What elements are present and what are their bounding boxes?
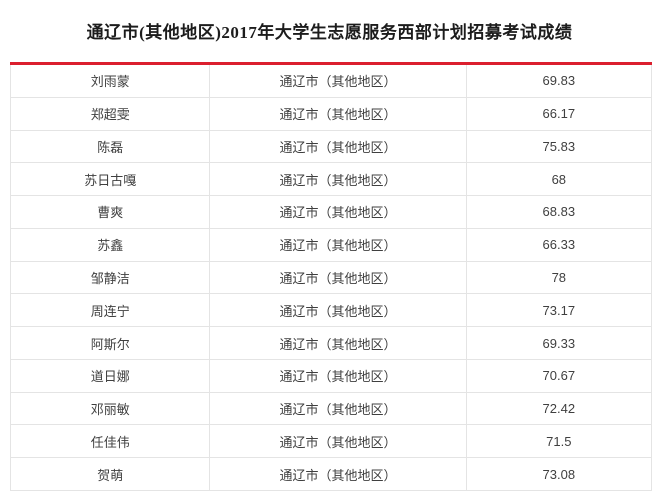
name-cell: 贺萌 <box>9 457 211 491</box>
table-row: 邹静洁 通辽市（其他地区） 78 <box>9 261 653 295</box>
region-cell: 通辽市（其他地区） <box>209 261 467 295</box>
scores-table: 刘雨蒙 通辽市（其他地区） 69.83 郑超雯 通辽市（其他地区） 66.17 陈磊 通辽市（… <box>9 65 653 491</box>
region-cell: 通辽市（其他地区） <box>209 65 467 98</box>
table-row: 刘雨蒙 通辽市（其他地区） 69.83 <box>9 65 653 98</box>
name-cell: 阿斯尔 <box>9 326 211 360</box>
scores-table-container: 刘雨蒙 通辽市（其他地区） 69.83 郑超雯 通辽市（其他地区） 66.17 陈磊 通辽市（… <box>9 62 653 491</box>
score-cell: 68 <box>465 162 653 197</box>
region-cell: 通辽市（其他地区） <box>209 228 467 262</box>
name-cell: 周连宁 <box>9 293 211 328</box>
score-cell: 78 <box>465 261 653 295</box>
name-cell: 道日娜 <box>9 359 211 393</box>
table-row: 贺萌 通辽市（其他地区） 73.08 <box>9 457 653 491</box>
table-row: 任佳伟 通辽市（其他地区） 71.5 <box>9 424 653 459</box>
page-title: 通辽市(其他地区)2017年大学生志愿服务西部计划招募考试成绩 <box>86 23 573 42</box>
score-cell: 70.67 <box>465 359 653 393</box>
table-row: 苏日古嘎 通辽市（其他地区） 68 <box>9 162 653 197</box>
table-row: 郑超雯 通辽市（其他地区） 66.17 <box>9 97 653 131</box>
region-cell: 通辽市（其他地区） <box>209 162 467 197</box>
table-row: 阿斯尔 通辽市（其他地区） 69.33 <box>9 326 653 360</box>
name-cell: 苏日古嘎 <box>9 162 211 197</box>
score-cell: 71.5 <box>465 424 653 459</box>
score-cell: 72.42 <box>465 392 653 426</box>
table-row: 曹爽 通辽市（其他地区） 68.83 <box>9 195 653 229</box>
region-cell: 通辽市（其他地区） <box>209 195 467 229</box>
score-cell: 66.17 <box>465 97 653 131</box>
name-cell: 郑超雯 <box>9 97 211 131</box>
region-cell: 通辽市（其他地区） <box>209 392 467 426</box>
name-cell: 刘雨蒙 <box>9 65 211 98</box>
region-cell: 通辽市（其他地区） <box>209 457 467 491</box>
red-divider <box>10 62 652 65</box>
score-cell: 73.08 <box>465 457 653 491</box>
region-cell: 通辽市（其他地区） <box>209 97 467 131</box>
name-cell: 苏鑫 <box>9 228 211 262</box>
name-cell: 邓丽敏 <box>9 392 211 426</box>
region-cell: 通辽市（其他地区） <box>209 293 467 328</box>
table-row: 苏鑫 通辽市（其他地区） 66.33 <box>9 228 653 262</box>
table-row: 道日娜 通辽市（其他地区） 70.67 <box>9 359 653 393</box>
score-cell: 66.33 <box>465 228 653 262</box>
name-cell: 邹静洁 <box>9 261 211 295</box>
region-cell: 通辽市（其他地区） <box>209 359 467 393</box>
name-cell: 曹爽 <box>9 195 211 229</box>
score-cell: 73.17 <box>465 293 653 328</box>
region-cell: 通辽市（其他地区） <box>209 130 467 164</box>
score-cell: 69.83 <box>465 65 653 98</box>
table-row: 邓丽敏 通辽市（其他地区） 72.42 <box>9 392 653 426</box>
region-cell: 通辽市（其他地区） <box>209 326 467 360</box>
name-cell: 任佳伟 <box>9 424 211 459</box>
score-cell: 75.83 <box>465 130 653 164</box>
region-cell: 通辽市（其他地区） <box>209 424 467 459</box>
score-cell: 69.33 <box>465 326 653 360</box>
score-cell: 68.83 <box>465 195 653 229</box>
name-cell: 陈磊 <box>9 130 211 164</box>
scores-table-body: 刘雨蒙 通辽市（其他地区） 69.83 郑超雯 通辽市（其他地区） 66.17 陈磊 通辽市（… <box>9 65 653 491</box>
table-row: 周连宁 通辽市（其他地区） 73.17 <box>9 293 653 328</box>
table-row: 陈磊 通辽市（其他地区） 75.83 <box>9 130 653 164</box>
